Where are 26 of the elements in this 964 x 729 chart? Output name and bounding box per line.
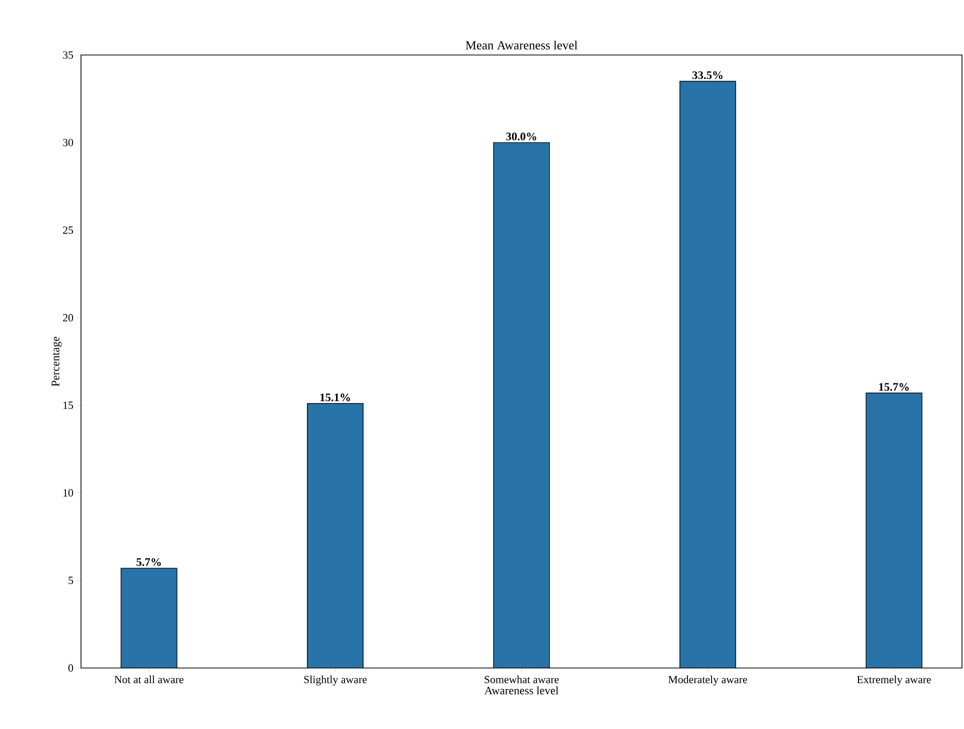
x-tick-label: Moderately aware	[668, 676, 748, 686]
bar	[866, 392, 922, 668]
y-tick-label: 35	[63, 51, 74, 59]
y-tick-label: 10	[63, 489, 74, 497]
bar	[120, 568, 178, 668]
y-tick-label: 20	[63, 314, 74, 322]
x-tick-label: Extremely aware	[857, 676, 931, 686]
x-axis-title: Awareness level	[484, 686, 558, 694]
y-tick-label: 5	[68, 576, 74, 584]
bar	[493, 142, 550, 668]
y-axis-title: Percentage	[52, 336, 62, 386]
bar	[306, 403, 364, 668]
x-tick-label: Slightly aware	[304, 676, 367, 686]
y-tick-label: 0	[68, 664, 74, 672]
data-label: 5.7%	[136, 558, 161, 566]
y-tick-label: 25	[63, 226, 74, 234]
data-label: 15.1%	[320, 394, 350, 402]
x-tick-label: Not at all aware	[114, 676, 184, 684]
x-tick-label: Somewhat aware	[484, 676, 559, 684]
y-tick-label: 15	[63, 402, 74, 409]
data-label: 15.7%	[879, 383, 909, 391]
bar	[679, 80, 736, 668]
y-tick-label: 30	[63, 138, 74, 146]
data-label: 30.0%	[506, 132, 536, 140]
data-label: 33.5%	[692, 71, 722, 80]
chart-title: Mean Awareness level	[466, 40, 578, 50]
